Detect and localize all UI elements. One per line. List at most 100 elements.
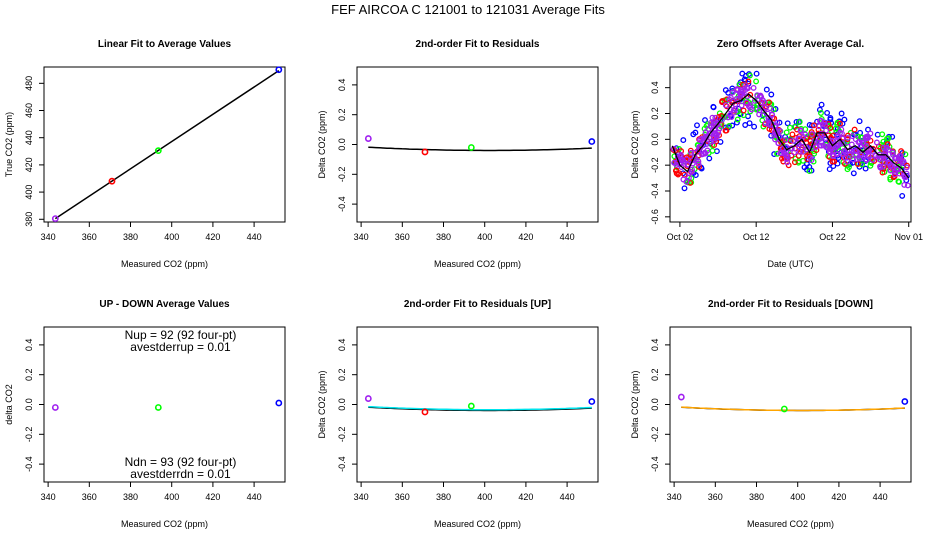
data-point: [751, 123, 758, 130]
plot-body: [681, 406, 905, 412]
x-tick-label: 340: [41, 232, 56, 242]
data-point: [831, 158, 838, 165]
x-tick-label: 380: [749, 492, 764, 502]
data-point: [809, 131, 815, 138]
data-point-std2: [421, 408, 429, 416]
data-point: [748, 106, 755, 113]
data-point: [736, 81, 743, 88]
y-tick-label: 0.0: [650, 398, 660, 411]
data-point: [797, 127, 804, 134]
data-point-std4: [275, 399, 283, 407]
data-point: [711, 120, 717, 127]
data-point: [716, 125, 723, 132]
x-tick-label: Oct 22: [819, 232, 846, 242]
page-title: FEF AIRCOA C 121001 to 121031 Average Fi…: [331, 2, 605, 17]
x-tick-label: 440: [560, 492, 575, 502]
data-point: [730, 107, 737, 114]
y-tick-label: 380: [24, 212, 34, 227]
x-axis-label: Measured CO2 (ppm): [747, 519, 834, 529]
data-point: [723, 127, 730, 134]
data-point: [811, 122, 817, 129]
x-tick-label: 420: [205, 232, 220, 242]
data-point: [856, 118, 863, 125]
x-tick-label: Oct 02: [667, 232, 694, 242]
data-point: [769, 111, 776, 118]
data-point: [776, 119, 783, 126]
data-point: [800, 133, 806, 140]
data-point: [759, 117, 766, 124]
data-point: [893, 165, 900, 172]
data-point: [830, 138, 837, 145]
data-point: [722, 102, 729, 109]
data-point: [837, 120, 843, 127]
plot-frame: [356, 66, 599, 223]
data-point: [671, 159, 678, 166]
x-tick-label: 400: [477, 492, 492, 502]
data-point: [844, 158, 851, 165]
data-point-std4: [588, 138, 596, 145]
data-point: [808, 133, 815, 140]
data-point: [726, 123, 733, 129]
data-point: [864, 133, 871, 140]
fit-line: [54, 70, 280, 220]
data-point: [684, 161, 691, 168]
data-point: [784, 159, 791, 166]
data-point: [852, 148, 859, 155]
data-point: [680, 137, 687, 144]
data-point: [713, 132, 720, 139]
plot-frame: [669, 66, 912, 223]
y-tick-label: 0.2: [337, 368, 347, 381]
data-point: [733, 119, 740, 126]
data-point: [834, 132, 841, 139]
data-point: [884, 135, 890, 142]
data-point: [853, 156, 860, 163]
data-point: [824, 109, 831, 116]
y-tick-label: 0.4: [650, 81, 660, 94]
data-point: [782, 136, 789, 143]
data-point: [839, 140, 846, 147]
series-mean-line: [671, 93, 910, 179]
data-point: [768, 91, 775, 98]
y-tick-label: 0.0: [650, 133, 660, 146]
y-tick-label: 400: [24, 185, 34, 200]
y-axis-label: delta CO2: [4, 384, 14, 425]
data-point: [688, 149, 695, 156]
plot-body: [54, 70, 280, 220]
x-tick-label: 340: [667, 492, 682, 502]
data-point: [722, 87, 729, 94]
y-tick-label: 0.0: [24, 398, 34, 411]
data-point: [753, 78, 760, 85]
data-point: [823, 143, 830, 150]
chart-title: 2nd-order Fit to Residuals [UP]: [404, 299, 551, 310]
data-point-std1: [677, 393, 685, 401]
data-point: [678, 148, 685, 155]
x-tick-label: 440: [247, 232, 262, 242]
chart-residual-down: 2nd-order Fit to Residuals [DOWN] Measure…: [630, 299, 912, 529]
fit-curve: [368, 405, 592, 411]
data-point: [692, 129, 699, 136]
data-point-std4: [275, 66, 283, 74]
data-point: [686, 170, 693, 177]
chart-title: Zero Offsets After Average Cal.: [717, 39, 864, 50]
data-point: [867, 162, 874, 169]
data-point: [833, 151, 840, 158]
chart-residual-up: 2nd-order Fit to Residuals [UP] Measured …: [317, 299, 599, 529]
data-point: [734, 116, 741, 123]
data-point: [792, 123, 799, 130]
data-point: [795, 159, 802, 166]
x-tick-label: 360: [82, 492, 97, 502]
x-tick-label: 360: [708, 492, 723, 502]
x-tick-label: 340: [354, 492, 369, 502]
x-tick-label: 380: [123, 492, 138, 502]
data-point: [744, 85, 751, 92]
data-point-std3: [780, 405, 788, 413]
data-point: [792, 155, 799, 162]
data-point: [762, 120, 769, 127]
data-point-std4: [588, 398, 596, 405]
data-point: [863, 156, 870, 163]
data-point: [731, 109, 738, 116]
data-point: [723, 103, 730, 110]
data-point: [681, 185, 688, 192]
data-point: [808, 157, 815, 164]
x-axis-label: Measured CO2 (ppm): [434, 259, 521, 269]
